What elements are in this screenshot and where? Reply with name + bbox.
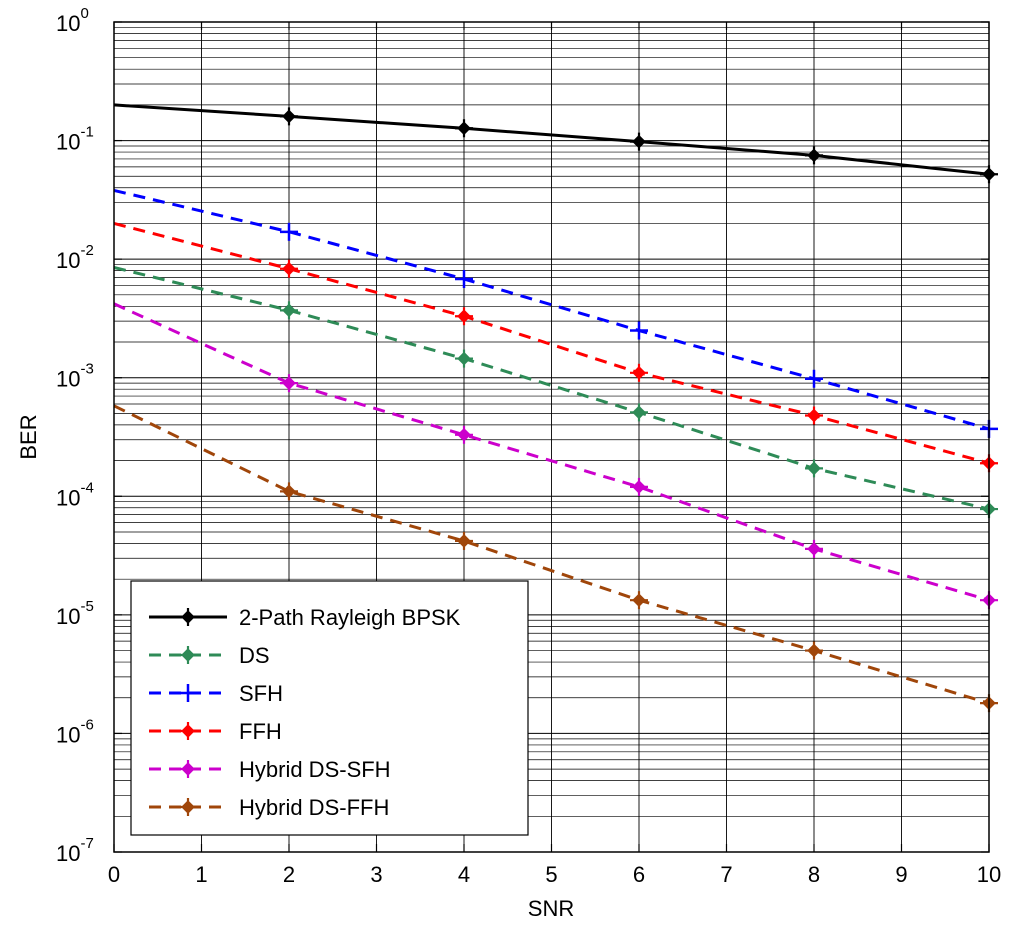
diamond-marker <box>282 484 296 499</box>
x-tick-label: 9 <box>895 862 907 887</box>
legend-label: Hybrid DS-FFH <box>239 795 389 820</box>
diamond-marker <box>457 351 471 366</box>
data-point <box>805 146 823 165</box>
x-tick-label: 5 <box>545 862 557 887</box>
data-point <box>455 349 473 368</box>
series-line <box>113 266 990 511</box>
series-line <box>113 103 990 176</box>
diamond-marker <box>807 542 821 556</box>
legend-item: DS <box>149 643 270 668</box>
data-point <box>280 301 298 320</box>
diamond-marker <box>457 427 471 442</box>
legend: 2-Path Rayleigh BPSK DS SFH FFH Hybrid DS-SF… <box>130 580 529 836</box>
x-tick-label: 3 <box>370 862 382 887</box>
diamond-marker <box>181 762 195 776</box>
legend-label: Hybrid DS-SFH <box>239 757 391 782</box>
data-point <box>455 307 473 326</box>
y-tick-label: 10-1 <box>56 124 94 155</box>
legend-item: SFH <box>149 681 283 706</box>
data-point <box>630 132 648 151</box>
legend-label: FFH <box>239 719 282 744</box>
legend-item: Hybrid DS-SFH <box>149 757 391 782</box>
legend-label: 2-Path Rayleigh BPSK <box>239 605 461 630</box>
data-point <box>455 531 473 550</box>
diamond-marker <box>807 643 821 658</box>
axis-ticks: 0 1 2 3 4 5 6 7 8 9 10 100 10-1 10-2 10-3 10-4 10-5 10-6 1… <box>56 5 1001 887</box>
y-tick-label: 10-6 <box>56 716 94 747</box>
y-tick-label: 10-5 <box>56 598 94 629</box>
x-tick-label: 8 <box>808 862 820 887</box>
legend-label: DS <box>239 643 270 668</box>
series-1 <box>113 266 998 519</box>
diamond-marker <box>181 610 195 624</box>
x-axis-title: SNR <box>528 896 574 921</box>
legend-item: 2-Path Rayleigh BPSK <box>149 605 461 630</box>
diamond-marker <box>632 365 646 380</box>
data-point <box>805 539 823 558</box>
data-point <box>280 482 298 501</box>
data-point <box>630 477 648 496</box>
data-point <box>455 425 473 444</box>
series-layer <box>113 103 998 713</box>
series-2 <box>113 188 998 438</box>
legend-item: Hybrid DS-FFH <box>149 795 389 820</box>
diamond-marker <box>632 593 646 608</box>
data-point <box>630 321 648 340</box>
series-line <box>113 188 990 431</box>
diamond-marker <box>181 800 195 814</box>
legend-label: SFH <box>239 681 283 706</box>
diamond-marker <box>632 134 646 149</box>
series-line <box>113 404 990 705</box>
diamond-marker <box>282 303 296 318</box>
data-point <box>805 459 823 478</box>
diamond-marker <box>807 408 821 423</box>
x-tick-label: 0 <box>108 862 120 887</box>
data-point <box>805 406 823 425</box>
series-line <box>113 221 990 465</box>
x-tick-label: 6 <box>633 862 645 887</box>
data-point <box>280 374 298 393</box>
data-point <box>630 403 648 422</box>
data-point <box>630 363 648 382</box>
y-tick-label: 10-2 <box>56 242 94 273</box>
y-tick-label: 100 <box>56 5 89 36</box>
data-point <box>455 119 473 138</box>
x-tick-label: 7 <box>720 862 732 887</box>
data-point <box>455 270 473 289</box>
diamond-marker <box>457 309 471 324</box>
x-tick-label: 4 <box>458 862 470 887</box>
diamond-marker <box>807 461 821 476</box>
y-tick-label: 10-3 <box>56 361 94 392</box>
diamond-marker <box>807 148 821 163</box>
y-tick-label: 10-7 <box>56 835 94 866</box>
diamond-marker <box>181 648 195 662</box>
data-point <box>280 107 298 126</box>
diamond-marker <box>457 121 471 136</box>
diamond-marker <box>282 261 296 276</box>
data-point <box>630 591 648 610</box>
data-point <box>805 641 823 660</box>
diamond-marker <box>457 534 471 548</box>
diamond-marker <box>632 480 646 494</box>
diamond-marker <box>181 724 195 738</box>
y-tick-label: 10-4 <box>56 479 94 510</box>
diamond-marker <box>632 405 646 420</box>
x-tick-label: 2 <box>283 862 295 887</box>
y-axis-title: BER <box>16 414 41 459</box>
diamond-marker <box>282 109 296 124</box>
data-point <box>280 222 298 241</box>
diamond-marker <box>282 376 296 390</box>
data-point <box>805 369 823 388</box>
data-point <box>280 259 298 278</box>
x-tick-label: 1 <box>195 862 207 887</box>
series-line <box>113 302 990 602</box>
x-tick-label: 10 <box>977 862 1001 887</box>
legend-box <box>130 580 529 836</box>
legend-item: FFH <box>149 719 282 744</box>
